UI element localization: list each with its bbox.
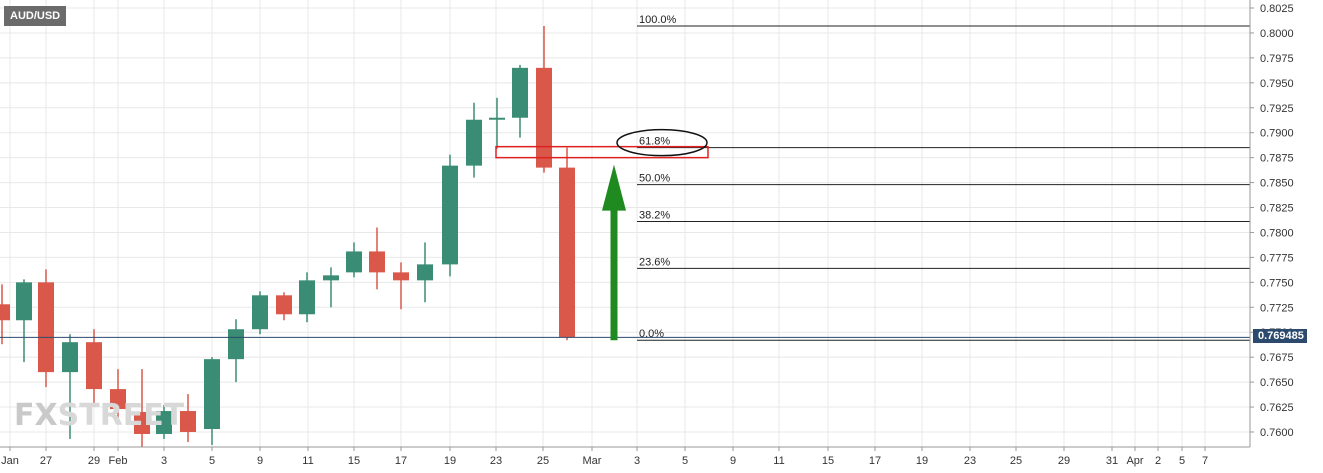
x-tick-label: Feb bbox=[109, 455, 128, 467]
y-tick-label: 0.7925 bbox=[1260, 103, 1294, 115]
time-axis[interactable]: Jan 27 29 Feb 3 5 9 11 15 17 19 23 25 Mar 3 5 9 11 15 17 19 2… bbox=[0, 446, 1250, 467]
candle-body bbox=[346, 251, 362, 273]
x-tick-label: 5 bbox=[1179, 455, 1185, 467]
annotations bbox=[0, 128, 1250, 341]
fib-level-label: 50.0% bbox=[639, 173, 670, 185]
candle-body bbox=[536, 67, 552, 168]
candle-body bbox=[489, 117, 505, 120]
candle-body bbox=[228, 329, 244, 360]
candle-body bbox=[442, 165, 458, 265]
x-tick-label: 7 bbox=[1202, 455, 1208, 467]
y-tick-label: 0.7725 bbox=[1260, 302, 1294, 314]
x-tick-label: 29 bbox=[1058, 455, 1070, 467]
candle-body bbox=[417, 264, 433, 281]
x-tick-label: Mar bbox=[583, 455, 602, 467]
x-tick-label: 5 bbox=[209, 455, 215, 467]
x-tick-label: 9 bbox=[730, 455, 736, 467]
price-axis[interactable]: 0.8025 0.8000 0.7975 0.7950 0.7925 0.7900 0.78… bbox=[1249, 0, 1294, 447]
y-tick-label: 0.7625 bbox=[1260, 402, 1294, 414]
x-tick-label: 27 bbox=[40, 455, 52, 467]
y-tick-label: 0.7950 bbox=[1260, 78, 1294, 90]
candle-body bbox=[156, 411, 172, 434]
candle-body bbox=[276, 295, 292, 315]
candlesticks bbox=[0, 25, 575, 447]
candle-body bbox=[252, 295, 268, 330]
fib-level-label: 61.8% bbox=[639, 136, 670, 148]
x-tick-label: 15 bbox=[348, 455, 360, 467]
candle-body bbox=[86, 342, 102, 390]
x-tick-label: 19 bbox=[916, 455, 928, 467]
watermark-street: STREET bbox=[57, 398, 185, 433]
y-tick-label: 0.7850 bbox=[1260, 178, 1294, 190]
x-tick-label: 11 bbox=[773, 455, 784, 467]
y-tick-label: 0.7975 bbox=[1260, 53, 1294, 65]
fib-level-label: 38.2% bbox=[639, 209, 670, 221]
circle-highlight bbox=[616, 128, 708, 157]
x-tick-label: Jan bbox=[1, 455, 19, 467]
y-tick-label: 0.7900 bbox=[1260, 128, 1294, 140]
symbol-badge: AUD/USD bbox=[4, 6, 67, 26]
y-tick-label: 0.7750 bbox=[1260, 277, 1294, 289]
y-tick-label: 0.7800 bbox=[1260, 227, 1294, 239]
fib-level-label: 0.0% bbox=[639, 328, 664, 340]
x-tick-label: 29 bbox=[88, 455, 100, 467]
candle-body bbox=[180, 411, 196, 432]
highlight-box bbox=[495, 145, 709, 159]
candle-body bbox=[369, 251, 385, 273]
y-tick-label: 0.7600 bbox=[1260, 427, 1294, 439]
x-tick-label: 3 bbox=[634, 455, 640, 467]
y-tick-label: 0.7875 bbox=[1260, 153, 1294, 165]
candle-body bbox=[466, 119, 482, 166]
x-tick-label: 25 bbox=[1010, 455, 1022, 467]
fxstreet-watermark-logo: FXSTREET bbox=[14, 398, 184, 433]
x-tick-label: 23 bbox=[964, 455, 976, 467]
x-tick-label: 31 bbox=[1106, 455, 1118, 467]
x-tick-label: 25 bbox=[537, 455, 549, 467]
grid-lines bbox=[0, 0, 1250, 447]
x-tick-label: 19 bbox=[444, 455, 456, 467]
y-tick-label: 0.8000 bbox=[1260, 28, 1294, 40]
candle-body bbox=[38, 282, 54, 373]
x-tick-label: 3 bbox=[161, 455, 167, 467]
x-tick-label: 2 bbox=[1155, 455, 1161, 467]
candle-body bbox=[323, 275, 339, 281]
y-tick-label: 0.7675 bbox=[1260, 352, 1294, 364]
fib-level-label: 23.6% bbox=[639, 256, 670, 268]
up-arrow-head-icon bbox=[602, 164, 626, 211]
candle-body bbox=[62, 342, 78, 373]
y-tick-label: 0.7825 bbox=[1260, 203, 1294, 215]
candle-body bbox=[299, 280, 315, 315]
x-tick-label: Apr bbox=[1126, 455, 1143, 467]
y-tick-label: 0.7650 bbox=[1260, 377, 1294, 389]
x-tick-label: 5 bbox=[682, 455, 688, 467]
candle-body bbox=[204, 359, 220, 429]
candle-body bbox=[393, 272, 409, 281]
candle-body bbox=[512, 67, 528, 118]
candle-body bbox=[0, 304, 10, 321]
candle-body bbox=[16, 282, 32, 321]
candle-body bbox=[110, 389, 126, 410]
x-tick-label: 15 bbox=[822, 455, 834, 467]
fibonacci-levels: 100.0% 61.8% 50.0% 38.2% 23.6% 0.0% bbox=[637, 14, 1250, 341]
x-tick-label: 9 bbox=[257, 455, 263, 467]
x-tick-label: 23 bbox=[490, 455, 502, 467]
x-tick-label: 17 bbox=[869, 455, 881, 467]
y-tick-label: 0.7775 bbox=[1260, 252, 1294, 264]
last-price-tag: 0.769485 bbox=[1253, 329, 1307, 344]
x-tick-label: 17 bbox=[395, 455, 407, 467]
candle-body bbox=[559, 167, 575, 338]
fib-level-label: 100.0% bbox=[639, 14, 677, 26]
watermark-fx: FX bbox=[14, 398, 58, 433]
y-tick-label: 0.8025 bbox=[1260, 3, 1294, 15]
candle-body bbox=[134, 412, 150, 434]
x-tick-label: 11 bbox=[302, 455, 313, 467]
